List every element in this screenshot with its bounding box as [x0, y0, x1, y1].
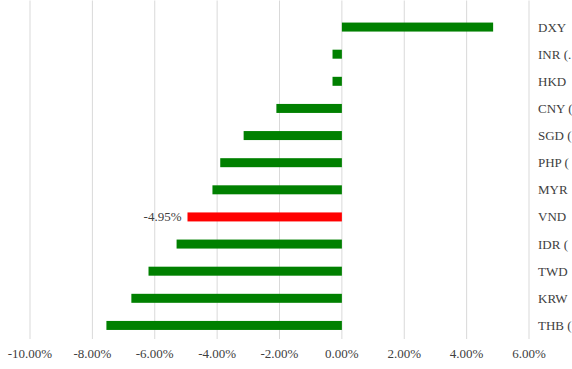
bars: [106, 23, 493, 330]
bar: [106, 321, 341, 330]
tick-label: 4.00%: [450, 346, 484, 361]
category-label: TWD: [538, 264, 568, 279]
category-label: CNY (: [538, 101, 572, 116]
bar: [276, 104, 341, 113]
tick-label: -10.00%: [8, 346, 53, 361]
bar: [244, 131, 342, 140]
bar: [342, 23, 493, 32]
category-label: THB (: [538, 318, 572, 333]
data-label: -4.95%: [144, 209, 182, 224]
bar: [187, 212, 341, 221]
tick-label: -2.00%: [261, 346, 299, 361]
bar: [333, 50, 342, 59]
bar: [177, 240, 342, 249]
grid-line: [154, 1, 155, 340]
tick-label: -8.00%: [73, 346, 111, 361]
tick-label: 6.00%: [512, 346, 546, 361]
grid-line: [404, 1, 405, 340]
tick-label: -6.00%: [136, 346, 174, 361]
bar: [131, 294, 342, 303]
category-label: IDR (: [538, 237, 568, 252]
chart: -10.00% -8.00% -6.00% -4.00% -2.00% 0.00% 2.00…: [0, 0, 572, 369]
grid-line: [279, 1, 280, 340]
bar: [220, 158, 342, 167]
category-label: DXY: [538, 20, 567, 35]
grid-line: [529, 1, 530, 340]
bar: [149, 267, 342, 276]
grid: [30, 1, 529, 340]
grid-line: [466, 1, 467, 340]
tick-label: -4.00%: [198, 346, 236, 361]
tick-label: 2.00%: [387, 346, 421, 361]
tick-label: 0.00%: [325, 346, 359, 361]
bar: [212, 185, 341, 194]
grid-line: [217, 1, 218, 340]
category-label: VND: [538, 209, 566, 224]
bar: [333, 77, 342, 86]
grid-line: [30, 1, 31, 340]
category-label: INR (.: [538, 47, 571, 62]
category-label: MYR: [538, 182, 568, 197]
category-label: SGD (: [538, 128, 572, 143]
grid-line: [92, 1, 93, 340]
category-label: HKD: [538, 74, 566, 89]
category-label: KRW: [538, 291, 568, 306]
category-label: PHP (: [538, 155, 569, 170]
